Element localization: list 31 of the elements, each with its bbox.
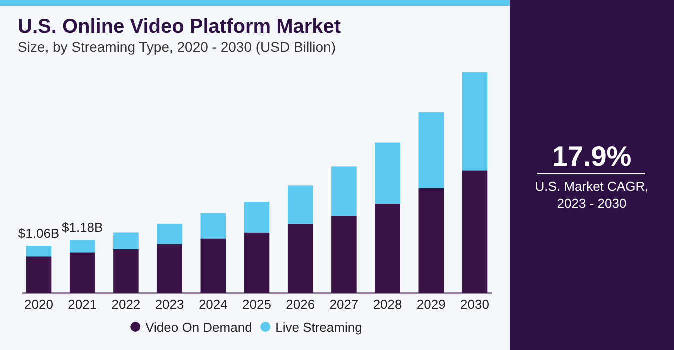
x-tick-label: 2024 bbox=[198, 297, 228, 312]
bar bbox=[114, 232, 139, 250]
x-tick-label: 2021 bbox=[68, 297, 98, 312]
text: 17.9% bbox=[552, 141, 632, 172]
bar bbox=[462, 72, 488, 171]
chart-subtitle: Size, by Streaming Type, 2020 - 2030 (USD Billion) bbox=[18, 39, 336, 55]
x-tick-label: 2022 bbox=[112, 297, 141, 312]
x-tick-label: 2025 bbox=[242, 297, 272, 312]
x-tick-label: 2020 bbox=[24, 297, 54, 312]
x-tick-label: 2023 bbox=[155, 297, 184, 312]
bar bbox=[244, 202, 270, 233]
bar bbox=[200, 213, 226, 239]
annotation: $1.06B bbox=[18, 226, 60, 242]
text: U.S. Market CAGR, bbox=[535, 179, 649, 194]
x-tick-label: 2028 bbox=[373, 297, 402, 312]
text: 2023 - 2030 bbox=[557, 196, 627, 211]
bar bbox=[375, 142, 400, 204]
bar bbox=[288, 186, 314, 224]
bar bbox=[332, 166, 357, 216]
bar bbox=[26, 246, 52, 257]
x-tick-label: 2026 bbox=[286, 297, 316, 312]
bar bbox=[418, 112, 444, 188]
legend-label: Video On Demand bbox=[146, 320, 252, 335]
legend-label: Live Streaming bbox=[276, 320, 362, 335]
chart-title: U.S. Online Video Platform Market bbox=[18, 16, 342, 38]
bar bbox=[157, 224, 182, 244]
bar bbox=[70, 240, 96, 253]
annotation: $1.18B bbox=[62, 220, 104, 236]
x-tick-label: 2027 bbox=[330, 297, 359, 312]
x-tick-label: 2030 bbox=[460, 297, 490, 312]
x-tick-label: 2029 bbox=[416, 297, 446, 312]
